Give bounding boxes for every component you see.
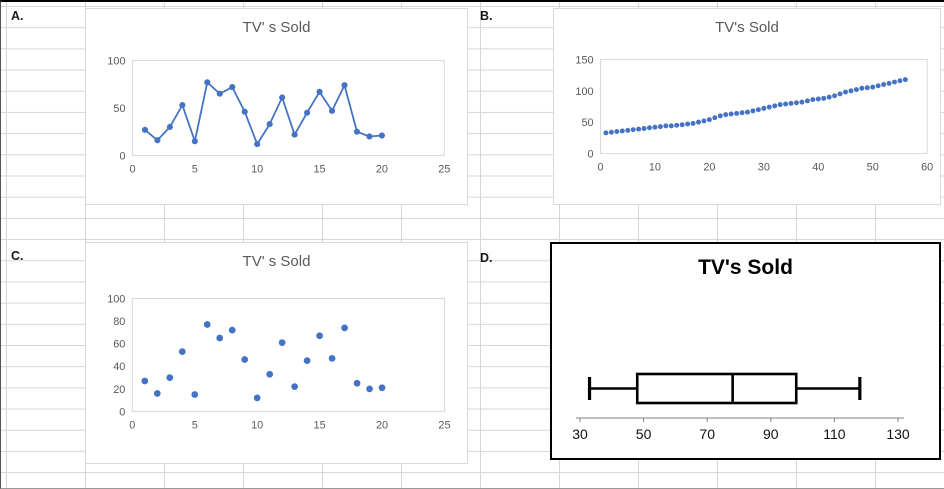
chart-b-scatter-chart[interactable]: TV's Sold 0 10 20 30 40 50 60 0 50 100 150 — [553, 8, 941, 205]
svg-text:30: 30 — [758, 161, 770, 173]
cell-label-c: C. — [11, 249, 24, 263]
cell-label-b: B. — [480, 9, 493, 23]
svg-text:25: 25 — [438, 419, 450, 431]
svg-text:50: 50 — [581, 117, 593, 129]
svg-text:50: 50 — [636, 426, 652, 442]
svg-text:100: 100 — [107, 55, 125, 67]
chart-c-scatter-chart[interactable]: TV' s Sold 0 5 10 15 20 25 0 20 40 60 80 100 — [85, 242, 468, 464]
cell-label-d: D. — [480, 251, 493, 265]
chart-c-plot-area: 0 5 10 15 20 25 0 20 40 60 80 100 — [107, 293, 450, 431]
svg-text:0: 0 — [119, 406, 125, 418]
svg-text:50: 50 — [867, 161, 879, 173]
chart-a-line-chart[interactable]: TV' s Sold 0 5 10 15 20 25 0 50 100 — [85, 8, 468, 205]
svg-text:40: 40 — [113, 361, 125, 373]
svg-text:20: 20 — [113, 384, 125, 396]
svg-text:10: 10 — [649, 161, 661, 173]
svg-text:15: 15 — [314, 163, 326, 175]
svg-text:0: 0 — [597, 161, 603, 173]
svg-text:110: 110 — [823, 426, 846, 442]
svg-text:70: 70 — [699, 426, 715, 442]
svg-text:30: 30 — [572, 426, 588, 442]
chart-d-plot-area: 30 50 70 90 110 130 — [572, 372, 910, 442]
svg-text:0: 0 — [129, 163, 135, 175]
svg-text:20: 20 — [376, 419, 388, 431]
chart-d-boxplot-chart[interactable]: TV's Sold 30 50 70 90 110 130 — [550, 242, 941, 460]
svg-text:80: 80 — [113, 316, 125, 328]
svg-text:10: 10 — [251, 419, 263, 431]
cell-label-a: A. — [11, 9, 24, 23]
svg-text:40: 40 — [812, 161, 824, 173]
svg-text:0: 0 — [588, 148, 594, 160]
svg-text:20: 20 — [376, 163, 388, 175]
svg-text:0: 0 — [129, 419, 135, 431]
svg-text:130: 130 — [886, 426, 910, 442]
svg-text:100: 100 — [575, 86, 593, 98]
chart-a-plot-area: 0 5 10 15 20 25 0 50 100 — [107, 55, 450, 175]
svg-text:15: 15 — [314, 419, 326, 431]
svg-text:20: 20 — [703, 161, 715, 173]
svg-text:60: 60 — [113, 339, 125, 351]
svg-text:50: 50 — [113, 103, 125, 115]
svg-text:90: 90 — [763, 426, 779, 442]
svg-text:150: 150 — [575, 54, 593, 66]
svg-text:60: 60 — [921, 161, 933, 173]
chart-b-plot-area: 0 10 20 30 40 50 60 0 50 100 150 — [575, 54, 933, 173]
svg-text:25: 25 — [438, 163, 450, 175]
svg-text:5: 5 — [192, 419, 198, 431]
svg-text:0: 0 — [119, 150, 125, 162]
svg-text:5: 5 — [192, 163, 198, 175]
svg-text:100: 100 — [107, 293, 125, 305]
svg-text:10: 10 — [251, 163, 263, 175]
